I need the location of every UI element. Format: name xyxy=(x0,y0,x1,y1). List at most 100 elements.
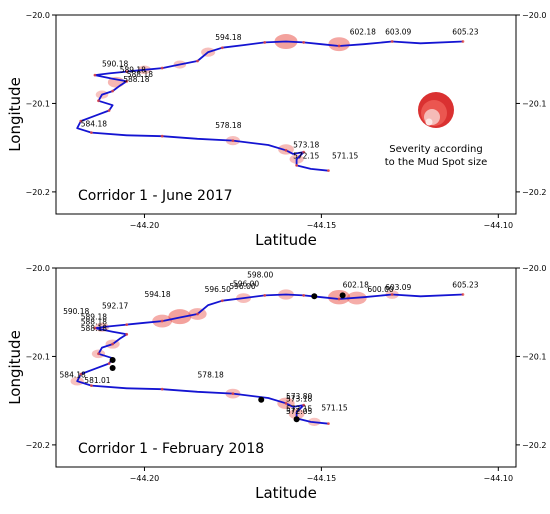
point-label: 589.18 xyxy=(120,65,146,74)
point-label: 598.00 xyxy=(247,271,273,280)
point-label: 600.00 xyxy=(367,285,393,294)
point-label: 590.18 xyxy=(63,307,89,316)
route-point xyxy=(263,294,267,297)
route-point xyxy=(263,41,267,44)
point-label: 588.18 xyxy=(123,75,149,84)
severity-legend: Severity according to the Mud Spot size xyxy=(385,92,488,168)
point-label: 572.05 xyxy=(286,407,312,416)
point-label: 596.00 xyxy=(229,282,255,291)
route-point xyxy=(160,319,164,323)
route-point xyxy=(97,99,100,103)
x-axis-label: Latitude xyxy=(255,484,317,502)
y-axis-label: Longitude xyxy=(6,77,24,152)
route-point xyxy=(125,323,129,327)
route-point xyxy=(125,79,129,83)
event-marker xyxy=(109,356,116,363)
mud-spot xyxy=(328,37,350,52)
route-point xyxy=(160,387,164,391)
y-tick-label-left: −20.1 xyxy=(25,99,50,108)
route-point xyxy=(196,312,199,316)
route-point xyxy=(89,131,93,135)
y-tick-label-right: −20.1 xyxy=(522,352,547,361)
event-marker xyxy=(293,416,300,423)
route-point xyxy=(390,40,394,43)
point-label: 573.18 xyxy=(293,141,319,150)
x-axis-label: Latitude xyxy=(255,231,317,249)
point-label: 573.18 xyxy=(286,395,312,404)
route-point xyxy=(111,89,115,93)
y-tick-label-right: −20.0 xyxy=(522,11,547,20)
x-tick-label: −44.15 xyxy=(307,474,337,483)
route-point xyxy=(89,384,93,388)
y-tick-label-right: −20.0 xyxy=(522,264,547,273)
x-tick-label: −44.15 xyxy=(307,221,337,230)
route-point xyxy=(461,293,465,296)
point-label: 573.80 xyxy=(286,392,312,401)
point-label: 578.18 xyxy=(215,121,241,130)
corridor-annotation: Corridor 1 - February 2018 xyxy=(78,441,264,457)
y-tick-label-right: −20.2 xyxy=(522,441,547,450)
route-point xyxy=(111,342,115,346)
point-label: 571.15 xyxy=(332,151,358,160)
route-point xyxy=(160,66,164,70)
point-label: 584.18 xyxy=(81,119,107,128)
y-tick-label-left: −20.0 xyxy=(25,11,50,20)
route-point xyxy=(337,297,341,301)
point-label: 589.18 xyxy=(81,312,107,321)
route-point xyxy=(302,150,306,154)
route-point xyxy=(79,372,83,376)
point-label: 588.18 xyxy=(81,318,107,327)
route-point xyxy=(79,119,83,123)
point-label: 581.01 xyxy=(84,376,110,385)
event-marker xyxy=(258,396,265,403)
route-point xyxy=(125,332,129,336)
y-axis-label: Longitude xyxy=(6,330,24,405)
point-label: 584.18 xyxy=(60,371,86,380)
route-point xyxy=(220,46,224,50)
point-label: 590.18 xyxy=(102,59,128,68)
x-tick-label: −44.10 xyxy=(484,474,514,483)
route-point xyxy=(107,109,111,112)
point-label: 605.23 xyxy=(452,27,478,36)
y-tick-label-left: −20.0 xyxy=(25,264,50,273)
legend-text-line-1: Severity according xyxy=(389,144,482,155)
y-tick-label-right: −20.2 xyxy=(522,188,547,197)
mud-spot xyxy=(327,289,351,305)
route-point xyxy=(302,294,306,297)
point-label: 596.50 xyxy=(205,285,231,294)
route-point xyxy=(461,40,465,43)
route-line xyxy=(76,40,463,172)
event-marker xyxy=(109,364,116,371)
route-point xyxy=(231,392,235,395)
x-tick-label: −44.20 xyxy=(130,474,160,483)
point-label: 571.15 xyxy=(321,403,347,412)
route-point xyxy=(231,139,235,142)
point-label: 588.18 xyxy=(127,70,153,79)
event-marker xyxy=(311,293,318,300)
chart-1: −44.20 −44.15 −44.10 −20.0 −20.0 −20.1 −20.1 −2… xyxy=(6,11,547,249)
plot-frame xyxy=(55,267,517,468)
point-label: 578.18 xyxy=(198,371,224,380)
route-point xyxy=(302,41,306,44)
y-tick-label-right: −20.1 xyxy=(522,99,547,108)
y-tick-label-left: −20.2 xyxy=(25,188,50,197)
point-label: 603.09 xyxy=(385,283,411,292)
route-point xyxy=(160,134,164,138)
route-point xyxy=(327,169,330,173)
x-tick-label: −44.20 xyxy=(130,221,160,230)
y-tick-label-left: −20.1 xyxy=(25,352,50,361)
route-point xyxy=(97,352,100,356)
route-point xyxy=(220,299,224,303)
point-label: 594.18 xyxy=(144,290,170,299)
legend-text-line-2: to the Mud Spot size xyxy=(385,157,488,168)
route-point xyxy=(107,362,111,365)
route-point xyxy=(327,422,330,426)
corridor-annotation: Corridor 1 - June 2017 xyxy=(78,188,233,204)
route-point xyxy=(125,70,129,74)
route-point xyxy=(93,326,97,330)
point-label: 572.15 xyxy=(286,404,312,413)
x-tick-label: −44.10 xyxy=(484,221,514,230)
point-label: 588.18 xyxy=(81,324,107,333)
legend-spot-tiny xyxy=(425,118,433,126)
